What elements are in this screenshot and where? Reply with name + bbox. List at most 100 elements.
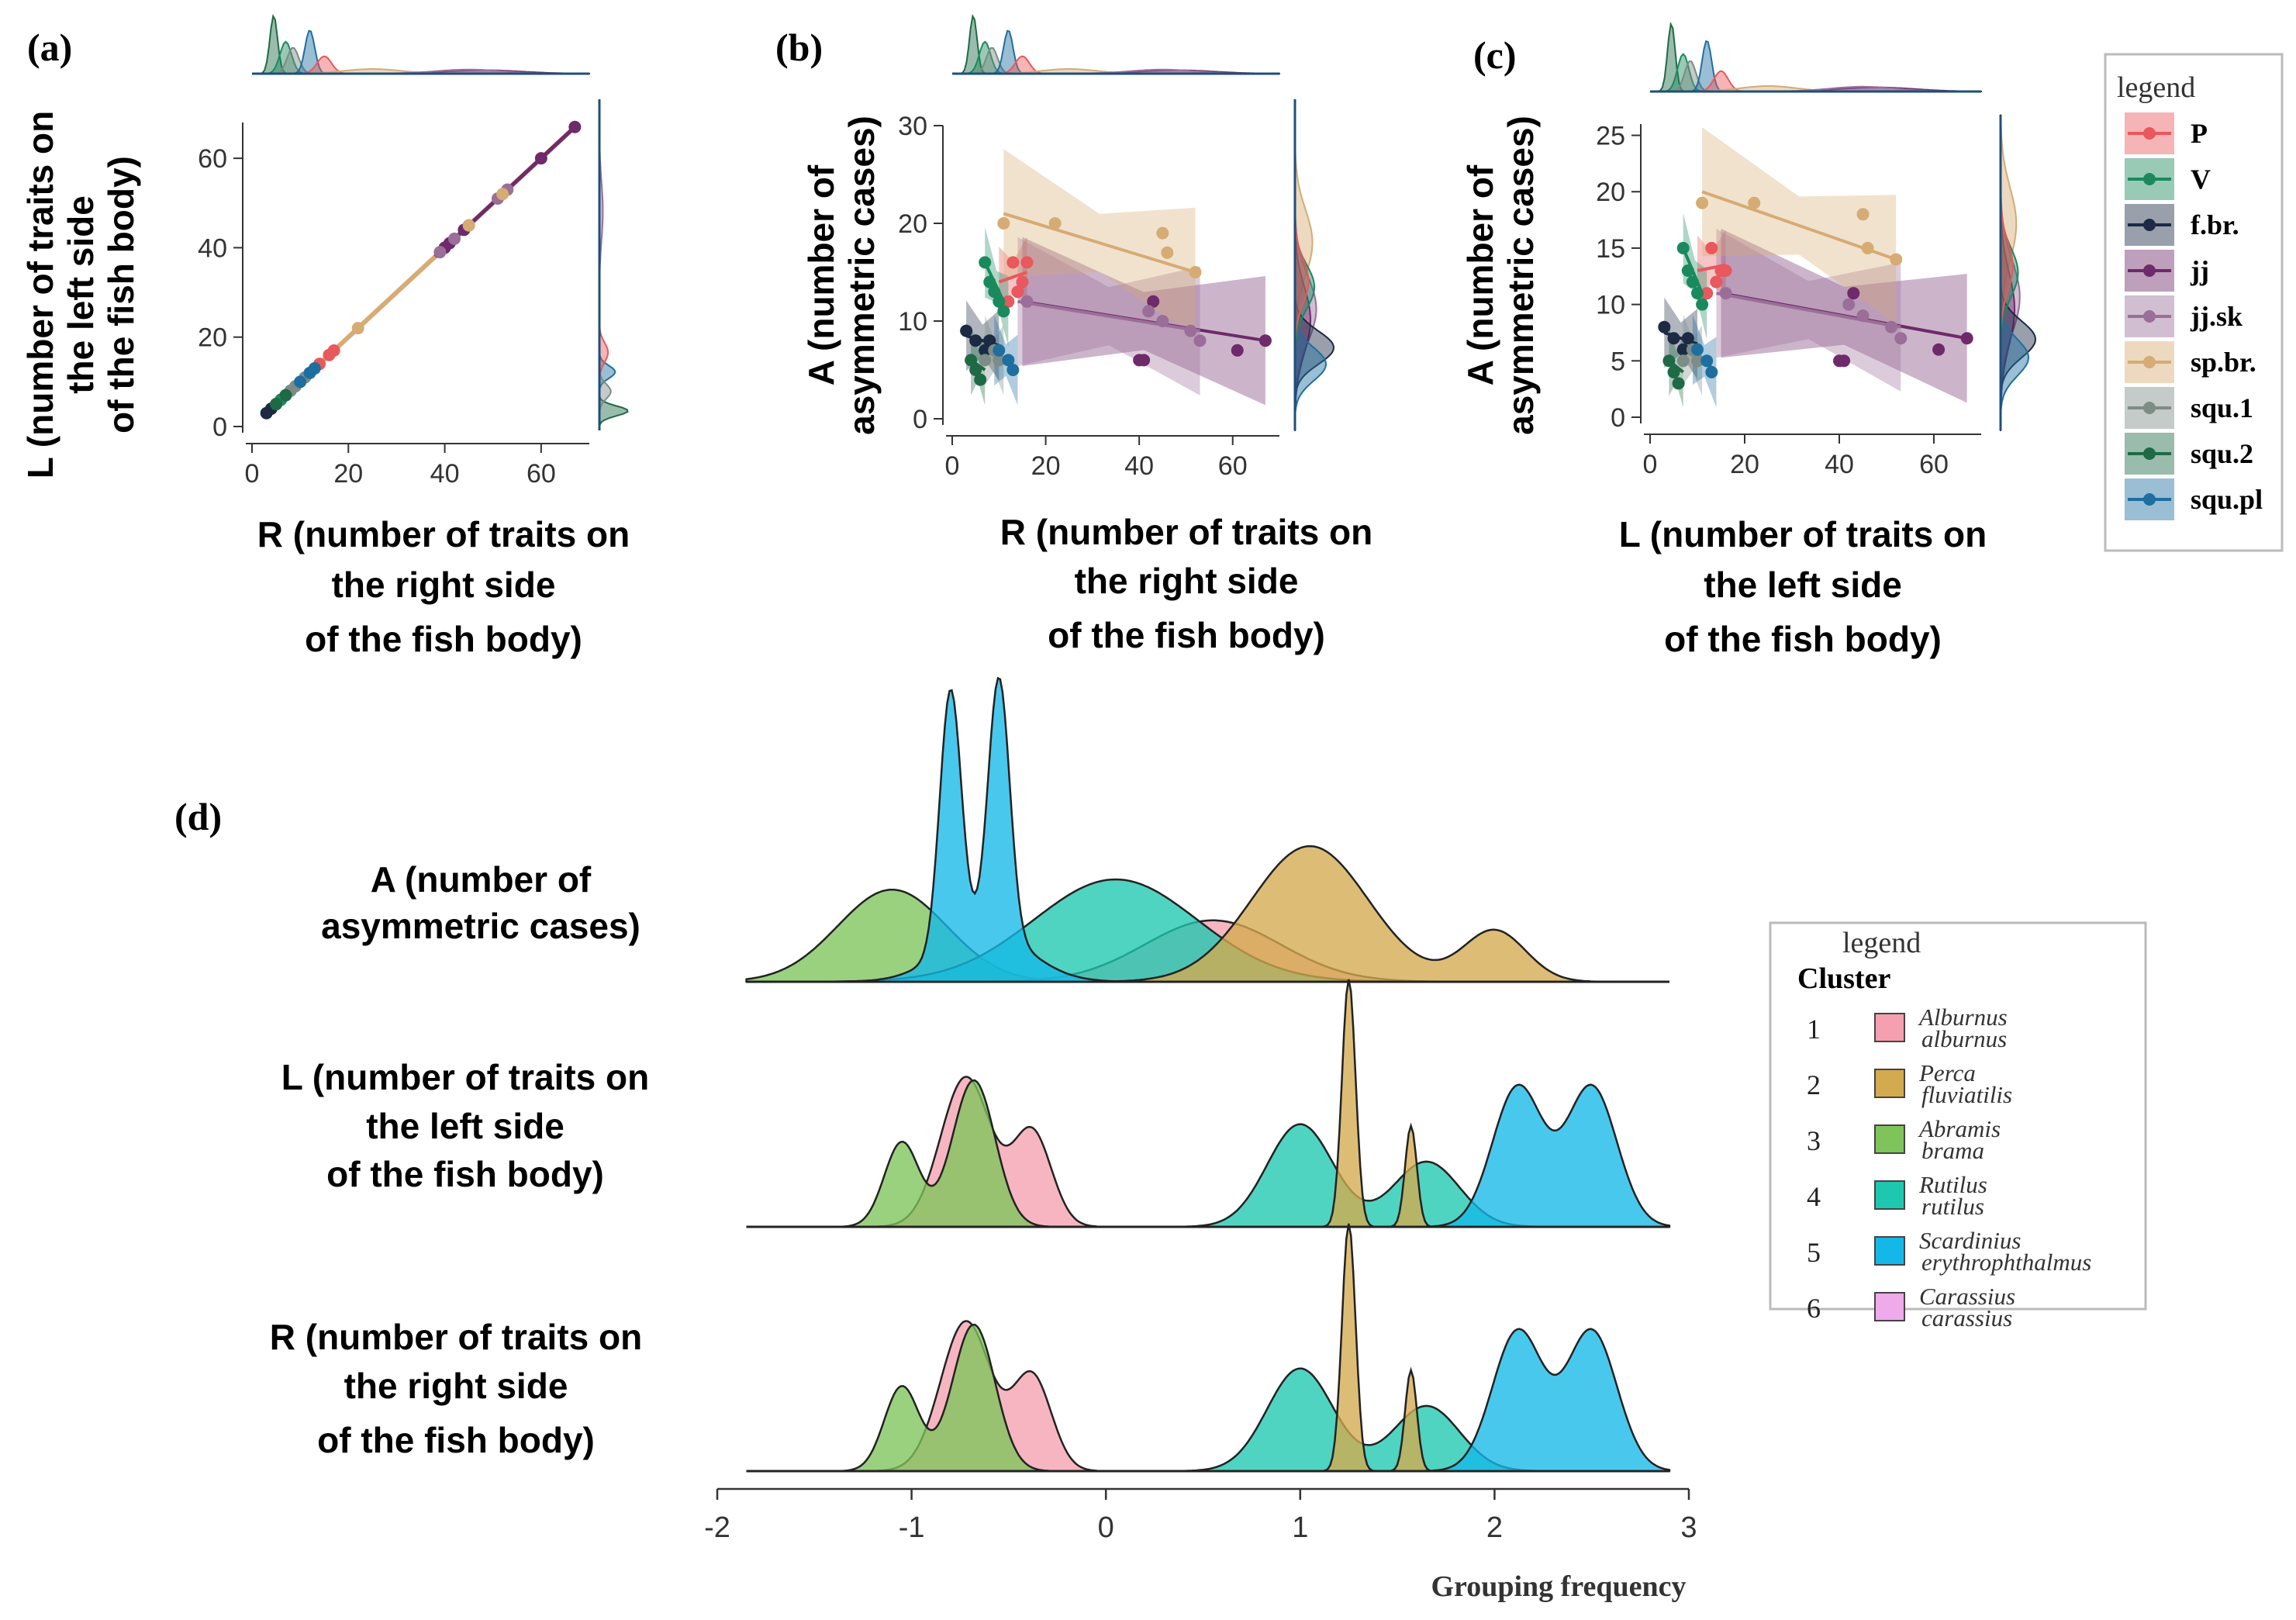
x-tick-label: 20 [1730, 450, 1759, 479]
legend-cluster-species: fluviatilis [1921, 1081, 2012, 1108]
data-point-jj [1258, 334, 1272, 347]
data-point-P [1700, 287, 1714, 300]
data-point-V [993, 295, 1006, 308]
data-point-squ.pl [1006, 364, 1020, 376]
panel-d-row-l-label-line1: L (number of traits on [281, 1057, 650, 1097]
data-point-jj [1960, 332, 1973, 345]
legend-label: squ.2 [2191, 438, 2253, 469]
data-point-sp.br. [1189, 266, 1202, 278]
x-tick-label: 0 [245, 459, 260, 489]
data-point-P [1020, 256, 1034, 269]
panel-d-x-tick-label: 3 [1680, 1511, 1697, 1544]
legend-cluster-number: 6 [1807, 1293, 1821, 1324]
top-density-squ.pl [252, 29, 589, 74]
panel-b: (b) A (number of asymmetric cases) R (nu… [775, 13, 1372, 655]
y-tick-label: 20 [898, 209, 927, 239]
legend-cluster-species: rutilus [1921, 1193, 1984, 1220]
data-point-jj [1231, 344, 1244, 357]
x-tick-label: 40 [1825, 450, 1854, 479]
panel-a-x-label-line3: of the fish body) [305, 619, 582, 659]
data-point-V [1686, 275, 1699, 288]
data-point-jj.sk [448, 232, 461, 245]
data-point-f.br. [1658, 320, 1671, 333]
x-tick-label: 40 [1124, 451, 1154, 481]
legend-cluster-species: alburnus [1921, 1025, 2007, 1052]
legend-marker [2143, 447, 2156, 460]
panel-d-row-a-label-line1: A (number of [371, 859, 592, 900]
legend-top-frame [2104, 53, 2284, 552]
panel-c-top-marginal [1650, 21, 1982, 93]
panel-a-x-label-line1: R (number of traits on [257, 514, 630, 554]
y-tick-label: 5 [1611, 347, 1625, 376]
legend-top-items: PVf.br. jj jj.sk sp.br. squ.1 squ.2 squ.pl [2125, 112, 2263, 520]
data-point-squ.pl [308, 362, 321, 375]
panel-c-x-label-line1: L (number of traits on [1619, 514, 1987, 554]
panel-b-label: (b) [775, 26, 823, 69]
data-point-jj [1147, 295, 1160, 308]
data-point-f.br. [1667, 332, 1680, 345]
data-point-sp.br. [1696, 196, 1709, 209]
data-point-squ.2 [1667, 365, 1680, 378]
data-point-squ.2 [965, 354, 978, 367]
legend-label: P [2191, 118, 2208, 149]
data-point-V [1696, 298, 1709, 311]
top-density-squ.pl [952, 29, 1279, 74]
legend-cluster-genus: Alburnus [1918, 1003, 2008, 1031]
panel-a-right-marginal [598, 99, 629, 431]
data-point-P [327, 344, 340, 357]
panel-d: (d) A (number of asymmetric cases) L (nu… [174, 676, 1697, 1603]
data-point-squ.2 [1662, 354, 1676, 368]
legend-cluster-genus: Abramis [1918, 1115, 2001, 1142]
data-point-sp.br. [351, 322, 364, 335]
panel-d-row-r-label-line1: R (number of traits on [270, 1317, 642, 1357]
data-point-f.br. [983, 334, 996, 347]
legend-cluster-genus: Rutilus [1918, 1171, 1987, 1198]
legend-cluster-swatch [1874, 1236, 1905, 1266]
x-tick-label: 60 [1218, 451, 1248, 481]
legend-top-item-squ.pl: squ.pl [2125, 478, 2263, 520]
legend-label: squ.pl [2191, 484, 2263, 515]
data-point-squ.pl [294, 375, 307, 389]
data-point-f.br. [979, 344, 992, 357]
data-point-V [997, 305, 1010, 318]
legend-label: f.br. [2191, 209, 2239, 240]
panel-c-y-label-line2: asymmetric cases) [1500, 116, 1541, 435]
fit-line-jj.sk [1017, 299, 1200, 333]
legend-label: sp.br. [2191, 347, 2256, 378]
legend-marker [2143, 493, 2156, 506]
panel-b-right-marginal [1293, 99, 1335, 431]
legend-label: squ.1 [2191, 392, 2253, 423]
panel-b-x-label-line2: the right side [1075, 561, 1299, 601]
legend-cluster-species: brama [1921, 1137, 1984, 1164]
panel-d-x-tick-label: 2 [1486, 1511, 1503, 1544]
legend-top-title: legend [2117, 71, 2195, 104]
y-tick-label: 30 [898, 112, 927, 141]
x-tick-label: 0 [1643, 450, 1658, 479]
fit-line-P [998, 271, 1028, 284]
fit-line-sp.br. [1003, 212, 1196, 274]
panel-c-label: (c) [1473, 33, 1517, 77]
panel-d-x-tick-label: -1 [899, 1511, 925, 1544]
panel-c-right-marginal [1999, 114, 2037, 431]
panel-b-top-marginal [952, 13, 1280, 75]
data-point-jj.sk [1885, 320, 1898, 333]
legend-top-item-jj: jj [2125, 250, 2209, 292]
legend-top-item-jj.sk: jj.sk [2125, 295, 2242, 337]
data-point-V [1676, 241, 1690, 254]
x-tick-label: 60 [1919, 450, 1949, 479]
legend-marker [2143, 264, 2156, 277]
top-density-squ.pl [1650, 40, 1981, 92]
data-point-sp.br. [997, 217, 1010, 230]
panel-b-plot-area: 0 20 40 60 0 10 20 30 [898, 112, 1279, 481]
y-tick-label: 0 [1611, 403, 1625, 433]
panel-d-x-tick-label: -2 [704, 1511, 730, 1544]
x-tick-label: 40 [430, 459, 460, 489]
legend-label: V [2191, 164, 2211, 195]
panel-c-plot-area: 0 20 40 60 0 5 10 15 20 25 [1596, 122, 1981, 479]
legend-cluster-number: 2 [1807, 1069, 1821, 1100]
data-point-sp.br. [1156, 226, 1169, 240]
data-point-squ.2 [1672, 377, 1685, 390]
